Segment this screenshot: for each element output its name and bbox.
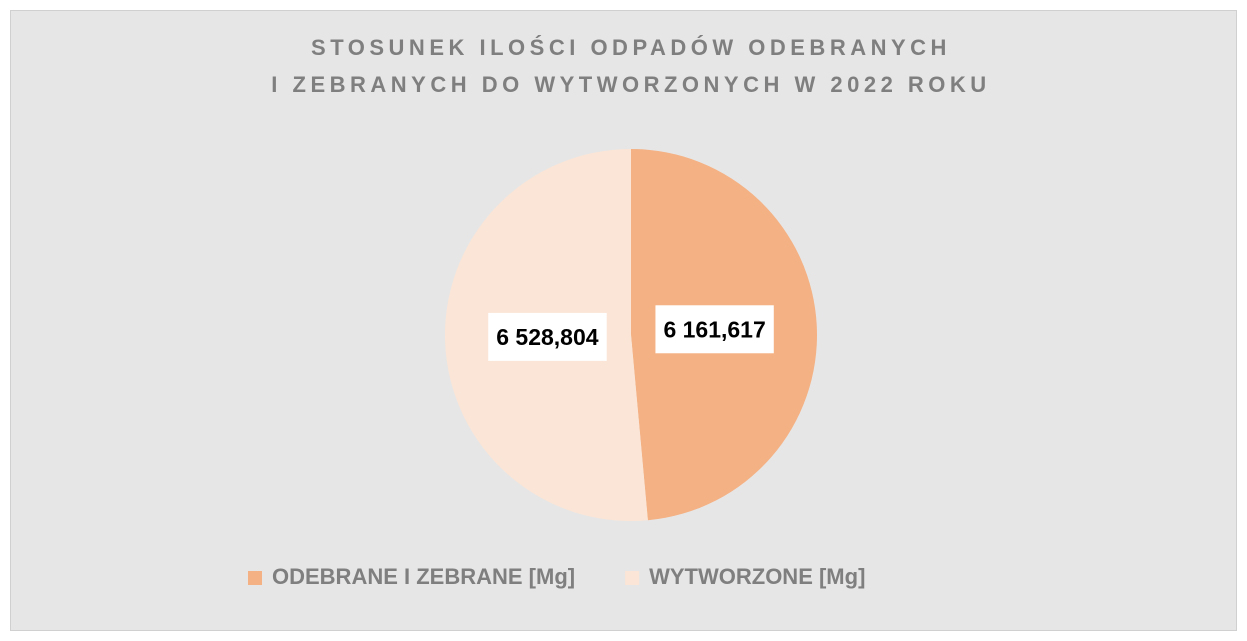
- chart-title: STOSUNEK ILOŚCI ODPADÓW ODEBRANYCH: [311, 35, 951, 60]
- data-label-box: [655, 305, 774, 354]
- legend-swatch: [625, 571, 640, 585]
- legend-label: ODEBRANE I ZEBRANE [Mg]: [272, 564, 575, 589]
- chart-title: I ZEBRANYCH DO WYTWORZONYCH W 2022 ROKU: [271, 72, 990, 97]
- data-label: 6 528,804: [496, 324, 599, 350]
- legend-swatch: [248, 571, 262, 585]
- legend-label: WYTWORZONE [Mg]: [649, 564, 865, 589]
- data-label-box: [488, 312, 607, 361]
- data-label: 6 161,617: [663, 316, 765, 342]
